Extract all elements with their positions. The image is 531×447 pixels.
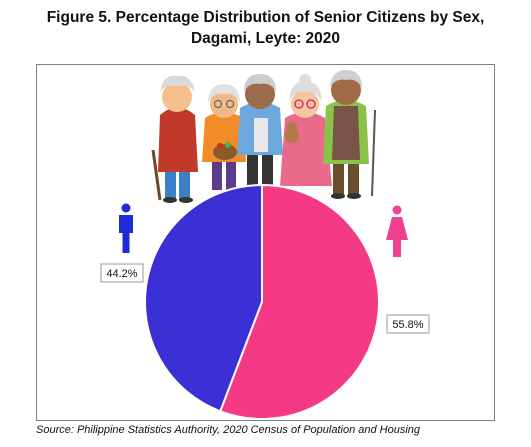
title-line-1: Figure 5. Percentage Distribution of Sen… — [46, 9, 485, 26]
data-label-male-text: 44.2% — [106, 268, 137, 280]
senior-person-4 — [280, 74, 332, 186]
source-note: Source: Philippine Statistics Authority,… — [36, 424, 421, 436]
senior-person-5 — [323, 70, 376, 199]
title-line-2: Dagami, Leyte: 2020 — [190, 30, 341, 47]
female-figure-icon — [386, 205, 408, 257]
data-label-male: 44.2% — [100, 263, 144, 283]
data-label-female: 55.8% — [386, 314, 430, 334]
male-figure-icon — [119, 203, 133, 253]
pie-slice-female — [219, 183, 380, 420]
senior-citizens-illustration — [151, 70, 376, 203]
senior-person-2 — [202, 84, 246, 190]
data-label-female-text: 55.8% — [392, 319, 423, 331]
pie-slice-male — [144, 183, 263, 413]
senior-person-1 — [151, 75, 198, 203]
chart-title: Figure 5. Percentage Distribution of Sen… — [0, 7, 531, 49]
senior-person-3 — [237, 74, 283, 188]
